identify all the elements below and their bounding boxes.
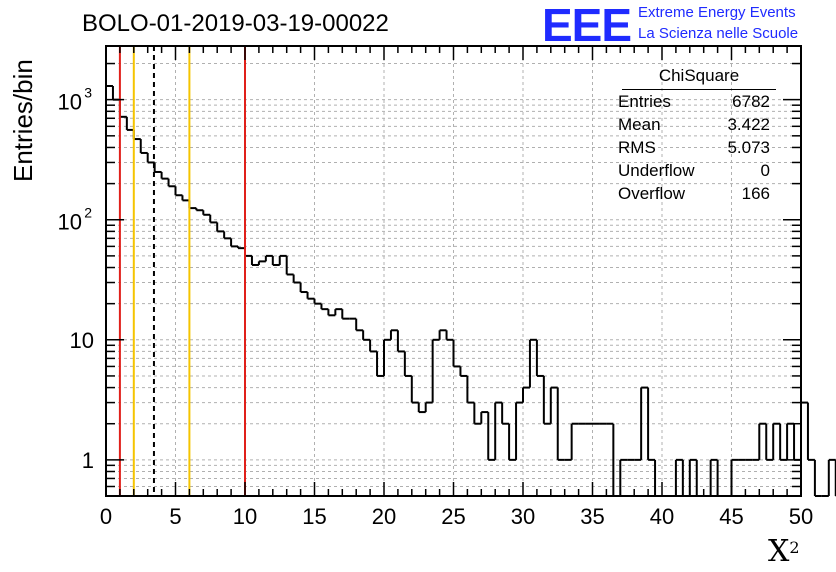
logo-line-1: Extreme Energy Events [638,4,796,21]
x-tick-label: 5 [169,504,181,529]
stats-value: 0 [760,161,770,180]
x-tick-label: 45 [719,504,743,529]
stats-label: Mean [618,115,661,134]
x-tick-label: 15 [302,504,326,529]
stats-label: Entries [618,92,671,111]
logo-line-2: La Scienza nelle Scuole [638,25,799,42]
x-tick-label: 10 [233,504,257,529]
y-tick-label: 10 [58,90,82,115]
x-tick-label: 0 [100,504,112,529]
x-axis-label: X2 [768,534,800,569]
stats-row: Underflow 0 [612,161,776,184]
cut-lines [118,46,246,496]
stats-value: 166 [741,184,770,203]
x-tick-label: 50 [789,504,813,529]
eee-logo: EEE [542,0,632,51]
x-tick-label: 25 [441,504,465,529]
stats-label: Underflow [618,161,695,180]
y-axis-label: Entries/bin [8,59,38,182]
x-tick-label: 35 [580,504,604,529]
x-axis: 0 5 10 15 20 25 30 35 40 45 50 [100,46,813,529]
y-tick-label: 1 [82,448,94,473]
stats-label: RMS [618,138,656,157]
x-tick-label: 20 [372,504,396,529]
y-tick-label-exponent: 2 [84,205,92,221]
stats-row: Mean 3.422 [612,115,776,138]
x-axis-label-superscript: 2 [789,538,800,557]
x-tick-label: 40 [650,504,674,529]
stats-row: RMS 5.073 [612,138,776,161]
x-axis-label-base: X [768,534,790,569]
stats-row: Overflow 166 [612,184,776,207]
y-tick-label: 10 [58,210,82,235]
stats-value: 6782 [732,92,770,111]
y-tick-label: 10 [70,328,94,353]
stats-title: ChiSquare [622,66,776,90]
stats-value: 3.422 [727,115,770,134]
stats-label: Overflow [618,184,686,203]
y-tick-label-exponent: 3 [84,85,92,101]
x-tick-label: 30 [511,504,535,529]
chart-title: BOLO-01-2019-03-19-00022 [82,10,389,37]
stats-row: Entries 6782 [612,92,776,115]
stats-value: 5.073 [727,138,770,157]
stats-box: ChiSquare Entries 6782 Mean 3.422 RMS 5.… [612,66,776,207]
